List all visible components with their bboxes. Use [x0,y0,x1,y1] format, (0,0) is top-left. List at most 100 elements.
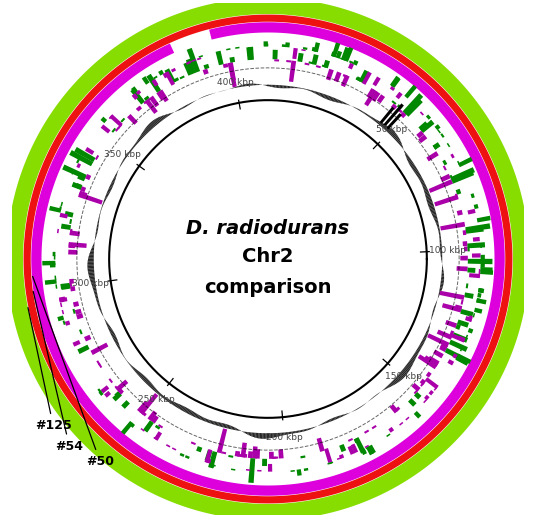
Polygon shape [177,404,180,408]
Polygon shape [273,456,278,459]
Polygon shape [391,381,395,385]
Polygon shape [445,348,460,359]
Polygon shape [117,170,118,171]
Polygon shape [131,366,133,368]
Polygon shape [64,211,73,218]
Polygon shape [245,84,247,86]
Polygon shape [230,426,232,429]
Polygon shape [440,239,441,241]
Polygon shape [166,398,168,401]
Polygon shape [173,77,179,82]
Polygon shape [215,51,224,65]
Polygon shape [117,124,122,129]
Polygon shape [127,114,138,125]
Polygon shape [480,267,493,272]
Polygon shape [326,95,329,99]
Polygon shape [404,152,406,154]
Polygon shape [162,72,169,78]
Polygon shape [91,249,94,250]
Polygon shape [205,95,207,96]
Polygon shape [59,297,68,303]
Polygon shape [106,194,108,196]
Polygon shape [411,358,415,362]
Polygon shape [355,77,361,81]
Polygon shape [404,150,405,151]
Polygon shape [438,228,440,231]
Polygon shape [400,371,406,376]
Polygon shape [434,217,437,219]
Polygon shape [421,182,425,184]
Polygon shape [105,320,106,322]
Polygon shape [344,414,346,415]
Polygon shape [133,368,135,370]
Polygon shape [180,76,185,79]
Polygon shape [240,85,241,87]
Polygon shape [324,422,326,424]
Polygon shape [124,356,125,358]
Polygon shape [385,126,389,131]
Polygon shape [136,106,141,110]
Polygon shape [98,221,99,222]
Polygon shape [174,111,175,112]
Polygon shape [402,147,404,149]
Polygon shape [124,156,126,159]
Polygon shape [436,302,437,304]
Polygon shape [330,97,333,101]
Polygon shape [162,396,165,398]
Polygon shape [272,50,278,60]
Polygon shape [442,160,447,165]
Polygon shape [108,190,111,192]
Polygon shape [100,309,101,310]
Polygon shape [463,241,467,246]
Polygon shape [135,143,137,146]
Polygon shape [412,383,421,392]
Polygon shape [115,385,119,391]
Polygon shape [439,236,441,237]
Polygon shape [101,207,102,209]
Polygon shape [407,159,411,162]
Polygon shape [296,430,299,433]
Polygon shape [442,272,444,274]
Polygon shape [209,420,211,423]
Polygon shape [436,300,437,302]
Polygon shape [419,121,429,131]
Polygon shape [418,135,427,143]
Polygon shape [165,68,176,84]
Polygon shape [268,433,270,438]
Polygon shape [144,96,150,101]
Polygon shape [456,189,461,195]
Polygon shape [320,93,323,97]
Polygon shape [404,151,405,152]
Polygon shape [425,333,428,335]
Polygon shape [414,411,421,419]
Polygon shape [351,443,358,453]
Polygon shape [231,468,235,471]
Polygon shape [207,420,210,423]
Polygon shape [208,451,217,468]
Polygon shape [337,457,341,460]
Polygon shape [390,382,394,386]
Polygon shape [441,258,442,260]
Polygon shape [222,423,224,427]
Polygon shape [78,192,103,205]
Polygon shape [303,47,308,50]
Polygon shape [200,97,202,98]
Polygon shape [423,399,427,403]
Polygon shape [206,458,211,464]
Polygon shape [427,199,432,203]
Polygon shape [476,298,487,305]
Polygon shape [173,402,176,406]
Polygon shape [433,214,437,217]
Polygon shape [91,250,94,252]
Polygon shape [418,175,421,178]
Polygon shape [383,125,386,129]
Polygon shape [92,246,94,248]
Polygon shape [390,76,400,87]
Polygon shape [371,91,381,102]
Polygon shape [386,127,390,132]
Polygon shape [103,201,105,203]
Polygon shape [69,150,93,166]
Polygon shape [115,341,118,344]
Polygon shape [168,113,170,116]
Polygon shape [270,85,271,87]
